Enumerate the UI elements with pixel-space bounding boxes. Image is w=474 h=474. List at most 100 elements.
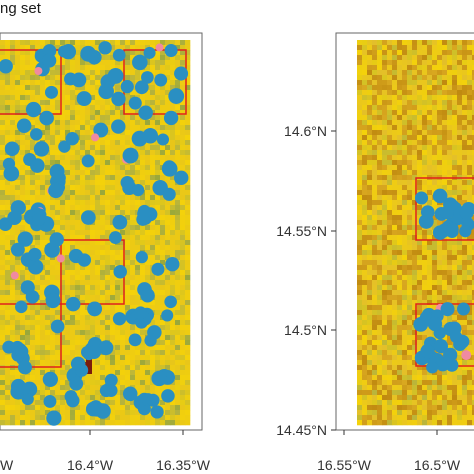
- raster-cell: [115, 395, 121, 401]
- raster-cell: [10, 410, 16, 416]
- raster-cell: [462, 365, 468, 371]
- raster-cell: [125, 215, 131, 221]
- raster-cell: [0, 395, 6, 401]
- raster-cell: [170, 310, 176, 316]
- raster-cell: [140, 335, 146, 341]
- raster-cell: [135, 390, 141, 396]
- raster-cell: [165, 225, 171, 231]
- raster-cell: [40, 345, 46, 351]
- raster-cell: [30, 180, 36, 186]
- raster-cell: [110, 405, 116, 411]
- raster-cell: [462, 395, 468, 401]
- raster-cell: [382, 95, 388, 101]
- raster-cell: [432, 240, 438, 246]
- raster-cell: [150, 370, 156, 376]
- raster-cell: [125, 100, 131, 106]
- raster-cell: [30, 50, 36, 56]
- raster-cell: [155, 65, 161, 71]
- raster-cell: [402, 215, 408, 221]
- raster-cell: [170, 145, 176, 151]
- raster-cell: [387, 115, 393, 121]
- raster-cell: [0, 355, 6, 361]
- raster-cell: [155, 235, 161, 241]
- raster-cell: [0, 305, 6, 311]
- raster-cell: [392, 300, 398, 306]
- raster-cell: [50, 140, 56, 146]
- raster-cell: [412, 410, 418, 416]
- raster-cell: [377, 145, 383, 151]
- raster-cell: [175, 150, 181, 156]
- raster-cell: [30, 175, 36, 181]
- raster-cell: [447, 130, 453, 136]
- raster-cell: [130, 245, 136, 251]
- raster-cell: [185, 90, 191, 96]
- raster-cell: [467, 80, 473, 86]
- training-point: [21, 381, 38, 398]
- raster-cell: [357, 380, 363, 386]
- raster-cell: [160, 110, 166, 116]
- raster-cell: [442, 255, 448, 261]
- raster-cell: [457, 200, 463, 206]
- test-point: [91, 133, 100, 142]
- raster-cell: [472, 345, 474, 351]
- raster-cell: [367, 280, 373, 286]
- raster-cell: [402, 260, 408, 266]
- raster-cell: [387, 230, 393, 236]
- raster-cell: [75, 195, 81, 201]
- raster-cell: [382, 185, 388, 191]
- raster-cell: [5, 235, 11, 241]
- raster-cell: [432, 95, 438, 101]
- study-box: [415, 177, 474, 241]
- raster-cell: [10, 185, 16, 191]
- raster-cell: [397, 260, 403, 266]
- raster-cell: [402, 345, 408, 351]
- raster-cell: [357, 410, 363, 416]
- raster-cell: [30, 305, 36, 311]
- raster-cell: [120, 65, 126, 71]
- raster-cell: [175, 335, 181, 341]
- raster-cell: [472, 105, 474, 111]
- raster-cell: [10, 285, 16, 291]
- raster-cell: [50, 210, 56, 216]
- raster-cell: [432, 110, 438, 116]
- raster-cell: [60, 330, 66, 336]
- raster-cell: [20, 215, 26, 221]
- raster-cell: [432, 285, 438, 291]
- raster-cell: [397, 220, 403, 226]
- raster-cell: [437, 275, 443, 281]
- raster-cell: [467, 270, 473, 276]
- raster-cell: [0, 390, 6, 396]
- raster-cell: [35, 400, 41, 406]
- raster-cell: [407, 345, 413, 351]
- raster-cell: [472, 65, 474, 71]
- raster-cell: [160, 210, 166, 216]
- raster-cell: [70, 215, 76, 221]
- raster-cell: [432, 40, 438, 46]
- raster-cell: [417, 170, 423, 176]
- raster-cell: [472, 280, 474, 286]
- raster-cell: [40, 235, 46, 241]
- raster-cell: [407, 305, 413, 311]
- raster-cell: [165, 235, 171, 241]
- raster-cell: [467, 140, 473, 146]
- raster-cell: [65, 260, 71, 266]
- raster-cell: [120, 365, 126, 371]
- raster-cell: [85, 245, 91, 251]
- raster-cell: [70, 335, 76, 341]
- raster-cell: [427, 200, 433, 206]
- raster-cell: [372, 310, 378, 316]
- raster-cell: [85, 145, 91, 151]
- raster-cell: [45, 390, 51, 396]
- raster-cell: [95, 110, 101, 116]
- raster-cell: [392, 130, 398, 136]
- raster-cell: [372, 145, 378, 151]
- raster-cell: [150, 255, 156, 261]
- raster-cell: [70, 115, 76, 121]
- raster-cell: [80, 115, 86, 121]
- raster-cell: [110, 55, 116, 61]
- raster-cell: [30, 195, 36, 201]
- raster-cell: [437, 380, 443, 386]
- raster-cell: [427, 95, 433, 101]
- raster-cell: [20, 270, 26, 276]
- raster-cell: [130, 195, 136, 201]
